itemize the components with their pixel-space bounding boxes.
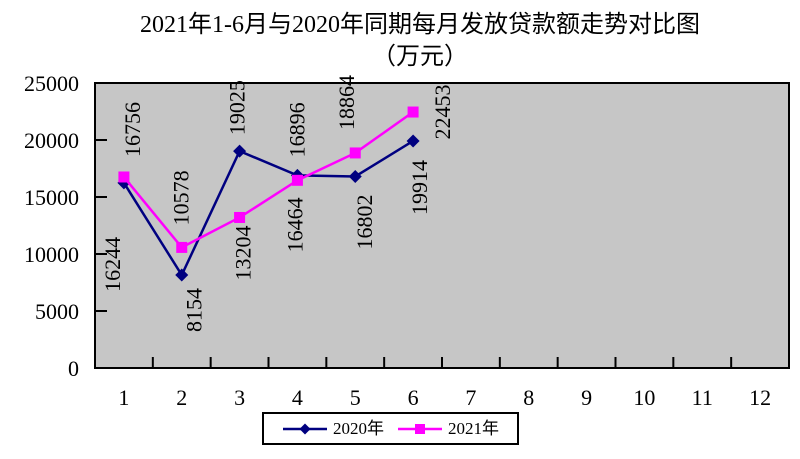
line-diamond-marker-icon bbox=[283, 423, 327, 434]
svg-text:4: 4 bbox=[292, 385, 303, 410]
svg-text:16756: 16756 bbox=[120, 102, 145, 157]
svg-text:6: 6 bbox=[408, 385, 419, 410]
svg-text:11: 11 bbox=[692, 385, 713, 410]
svg-text:1: 1 bbox=[118, 385, 129, 410]
svg-text:16802: 16802 bbox=[352, 194, 377, 249]
svg-text:8: 8 bbox=[523, 385, 534, 410]
svg-text:15000: 15000 bbox=[24, 185, 79, 210]
svg-text:0: 0 bbox=[68, 356, 79, 381]
svg-text:9: 9 bbox=[581, 385, 592, 410]
legend: 2020年 2021年 bbox=[262, 412, 519, 445]
svg-text:5000: 5000 bbox=[35, 299, 79, 324]
svg-text:13204: 13204 bbox=[231, 225, 256, 280]
svg-text:18864: 18864 bbox=[334, 75, 359, 130]
svg-text:16464: 16464 bbox=[282, 197, 307, 252]
svg-text:8154: 8154 bbox=[182, 288, 207, 332]
chart-subtitle: （万元） bbox=[372, 44, 468, 70]
svg-text:10578: 10578 bbox=[169, 170, 194, 225]
svg-text:10000: 10000 bbox=[24, 242, 79, 267]
chart-title: 2021年1-6月与2020年同期每月发放贷款额走势对比图 bbox=[140, 12, 700, 38]
legend-label-2020: 2020年 bbox=[333, 419, 384, 438]
svg-text:19914: 19914 bbox=[407, 160, 432, 215]
legend-label-2021: 2021年 bbox=[448, 419, 499, 438]
svg-text:16244: 16244 bbox=[100, 237, 125, 292]
svg-text:22453: 22453 bbox=[430, 85, 455, 140]
legend-item-2020: 2020年 bbox=[282, 420, 384, 437]
svg-text:7: 7 bbox=[465, 385, 476, 410]
legend-item-2021: 2021年 bbox=[397, 420, 499, 437]
line-square-marker-icon bbox=[398, 423, 442, 434]
svg-text:12: 12 bbox=[749, 385, 771, 410]
svg-text:16896: 16896 bbox=[284, 102, 309, 157]
svg-text:25000: 25000 bbox=[24, 71, 79, 96]
svg-text:10: 10 bbox=[633, 385, 655, 410]
svg-text:5: 5 bbox=[350, 385, 361, 410]
svg-text:20000: 20000 bbox=[24, 128, 79, 153]
svg-text:19025: 19025 bbox=[225, 80, 250, 135]
svg-text:2: 2 bbox=[176, 385, 187, 410]
svg-text:3: 3 bbox=[234, 385, 245, 410]
